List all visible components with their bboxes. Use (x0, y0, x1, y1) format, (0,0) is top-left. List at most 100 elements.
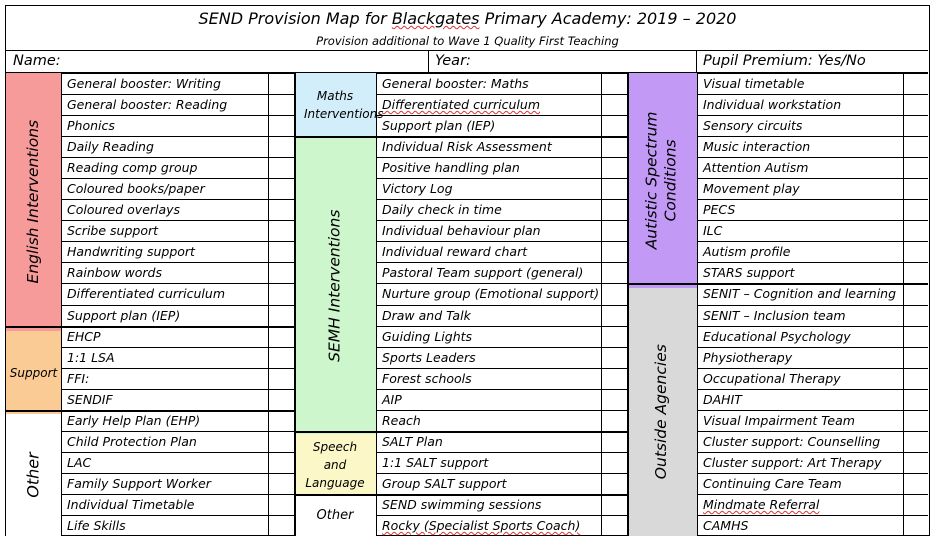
divider (61, 178, 294, 180)
tick-box[interactable] (268, 410, 294, 431)
tick-box[interactable] (903, 410, 928, 431)
tick-box[interactable] (601, 241, 627, 262)
tick-box[interactable] (903, 347, 928, 368)
tick-box[interactable] (601, 515, 627, 536)
tick-box[interactable] (601, 178, 627, 199)
tick-box[interactable] (268, 283, 294, 304)
tick-box[interactable] (268, 94, 294, 115)
divider (376, 220, 627, 222)
tick-box[interactable] (268, 473, 294, 494)
provision-item: Nurture group (Emotional support) (382, 286, 600, 302)
tick-box[interactable] (268, 515, 294, 536)
year-label: Year: (435, 53, 471, 69)
provision-item: PECS (703, 202, 736, 218)
tick-box[interactable] (903, 73, 928, 94)
tick-box[interactable] (268, 431, 294, 452)
divider (376, 73, 377, 536)
tick-box[interactable] (903, 178, 928, 199)
name-label: Name: (13, 53, 61, 69)
provision-item: Individual behaviour plan (382, 223, 541, 239)
divider (697, 388, 928, 390)
divider (376, 157, 627, 159)
provision-item: Reach (382, 412, 421, 428)
tick-box[interactable] (268, 136, 294, 157)
tick-box[interactable] (903, 283, 928, 304)
tick-box[interactable] (268, 494, 294, 515)
tick-box[interactable] (601, 262, 627, 283)
tick-box[interactable] (268, 73, 294, 94)
tick-box[interactable] (903, 305, 928, 326)
maths-interventions-block: Maths Interventions (294, 73, 384, 137)
divider (697, 367, 928, 369)
tick-box[interactable] (903, 473, 928, 494)
maths-label-text: Maths Interventions (304, 89, 384, 121)
tick-box[interactable] (601, 73, 627, 94)
divider (294, 73, 296, 536)
tick-box[interactable] (601, 199, 627, 220)
tick-box[interactable] (268, 157, 294, 178)
tick-box[interactable] (268, 262, 294, 283)
provision-item: SENDIF (67, 391, 113, 407)
divider (61, 367, 294, 369)
tick-box[interactable] (601, 136, 627, 157)
tick-box[interactable] (601, 220, 627, 241)
tick-box[interactable] (903, 389, 928, 410)
tick-box[interactable] (903, 515, 928, 536)
tick-box[interactable] (268, 115, 294, 136)
divider (6, 50, 928, 51)
tick-box[interactable] (601, 473, 627, 494)
tick-box[interactable] (601, 347, 627, 368)
tick-box[interactable] (268, 220, 294, 241)
tick-box[interactable] (903, 157, 928, 178)
tick-box[interactable] (903, 452, 928, 473)
support-block: Support (6, 331, 61, 414)
tick-box[interactable] (601, 115, 627, 136)
tick-box[interactable] (268, 452, 294, 473)
tick-box[interactable] (903, 115, 928, 136)
tick-box[interactable] (268, 326, 294, 347)
provision-item: Sports Leaders (382, 349, 476, 365)
divider (61, 514, 294, 516)
tick-box[interactable] (903, 94, 928, 115)
tick-box[interactable] (601, 94, 627, 115)
tick-box[interactable] (903, 199, 928, 220)
tick-box[interactable] (601, 389, 627, 410)
tick-box[interactable] (268, 347, 294, 368)
tick-box[interactable] (268, 199, 294, 220)
tick-box[interactable] (601, 431, 627, 452)
tick-box[interactable] (601, 368, 627, 389)
tick-box[interactable] (601, 326, 627, 347)
divider (627, 283, 928, 286)
tick-box[interactable] (903, 241, 928, 262)
divider (376, 409, 627, 411)
tick-box[interactable] (903, 262, 928, 283)
tick-box[interactable] (903, 136, 928, 157)
tick-box[interactable] (601, 283, 627, 304)
tick-box[interactable] (268, 389, 294, 410)
divider (61, 493, 294, 495)
tick-box[interactable] (903, 368, 928, 389)
provision-item: Draw and Talk (382, 307, 471, 323)
divider (376, 262, 627, 264)
tick-box[interactable] (268, 178, 294, 199)
divider (376, 304, 627, 306)
divider (697, 241, 928, 243)
tick-box[interactable] (601, 494, 627, 515)
provision-item: Individual Timetable (67, 496, 195, 512)
english-interventions-label: English Interventions (23, 120, 42, 284)
tick-box[interactable] (268, 305, 294, 326)
tick-box[interactable] (601, 452, 627, 473)
tick-box[interactable] (903, 494, 928, 515)
tick-box[interactable] (903, 326, 928, 347)
other-label-2: Other (316, 507, 354, 523)
tick-box[interactable] (268, 368, 294, 389)
tick-box[interactable] (903, 431, 928, 452)
tick-box[interactable] (601, 157, 627, 178)
provision-item: ILC (703, 223, 723, 239)
divider (376, 199, 627, 201)
tick-box[interactable] (268, 241, 294, 262)
provision-item: Visual timetable (703, 76, 805, 91)
tick-box[interactable] (601, 410, 627, 431)
tick-box[interactable] (601, 305, 627, 326)
tick-box[interactable] (903, 220, 928, 241)
